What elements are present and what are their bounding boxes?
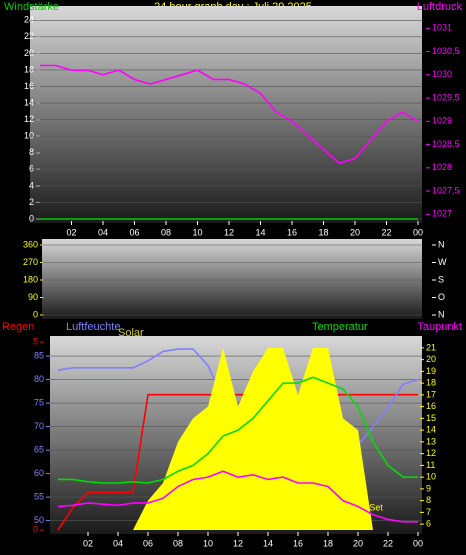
tick-label: 7 xyxy=(426,507,431,517)
tick-label: 0 xyxy=(29,213,34,223)
x-tick-label: 08 xyxy=(173,538,183,548)
series-label: Windstärke xyxy=(4,1,59,13)
tick-label: 12 xyxy=(24,114,34,124)
tick-label: 9 xyxy=(426,483,431,493)
tick-label: 20 xyxy=(426,354,436,364)
tick-label: 1027,5 xyxy=(432,185,460,195)
x-tick-label: 18 xyxy=(318,227,328,237)
series-label: Temperatur xyxy=(312,321,368,333)
tick-label: 75 xyxy=(34,397,44,407)
x-tick-label: 06 xyxy=(129,227,139,237)
x-tick-label: 16 xyxy=(293,538,303,548)
tick-label: 50 xyxy=(34,515,44,525)
tick-label: 22 xyxy=(24,31,34,41)
tick-label: 70 xyxy=(34,421,44,431)
tick-label: 1028,5 xyxy=(432,139,460,149)
series-label: Solar xyxy=(118,327,144,339)
line xyxy=(57,470,418,523)
tick-label: 0 xyxy=(33,524,38,534)
tick-label: 10 xyxy=(426,472,436,482)
tick-label: 14 xyxy=(24,97,34,107)
tick-label: N xyxy=(438,239,445,249)
tick-label: 1030 xyxy=(432,69,452,79)
tick-label: 65 xyxy=(34,444,44,454)
x-tick-label: 20 xyxy=(350,227,360,237)
x-tick-label: 16 xyxy=(287,227,297,237)
annotation: Set xyxy=(369,502,383,512)
tick-label: 16 xyxy=(426,401,436,411)
tick-label: 17 xyxy=(426,389,436,399)
tick-label: 18 xyxy=(24,64,34,74)
tick-label: 180 xyxy=(23,274,38,284)
tick-label: 85 xyxy=(34,350,44,360)
tick-label: 15 xyxy=(426,413,436,423)
tick-label: 20 xyxy=(24,48,34,58)
line xyxy=(57,393,418,531)
x-tick-label: 10 xyxy=(192,227,202,237)
x-tick-label: 10 xyxy=(203,538,213,548)
x-tick-label: 04 xyxy=(98,227,108,237)
area xyxy=(58,347,418,530)
tick-label: 1027 xyxy=(432,209,452,219)
series-label: Luftfeuchte xyxy=(66,321,120,333)
x-tick-label: 00 xyxy=(413,538,423,548)
tick-label: 5 xyxy=(33,336,38,346)
x-tick-label: 12 xyxy=(233,538,243,548)
tick-label: 1031 xyxy=(432,23,452,33)
tick-label: 14 xyxy=(426,425,436,435)
tick-label: 19 xyxy=(426,366,436,376)
series-label: Taupunkt xyxy=(417,321,462,333)
tick-label: 24 xyxy=(24,15,34,25)
x-tick-label: 14 xyxy=(263,538,273,548)
x-tick-label: 20 xyxy=(353,538,363,548)
tick-label: N xyxy=(438,309,445,319)
tick-label: 90 xyxy=(28,292,38,302)
tick-label: 1029,5 xyxy=(432,92,460,102)
tick-label: 12 xyxy=(426,448,436,458)
tick-label: 6 xyxy=(29,164,34,174)
x-tick-label: 08 xyxy=(161,227,171,237)
tick-label: 1029 xyxy=(432,116,452,126)
tick-label: 18 xyxy=(426,378,436,388)
tick-label: 21 xyxy=(426,342,436,352)
tick-label: 13 xyxy=(426,436,436,446)
tick-label: W xyxy=(438,257,447,267)
tick-label: 80 xyxy=(34,374,44,384)
tick-label: 0 xyxy=(33,309,38,319)
tick-label: 1030,5 xyxy=(432,46,460,56)
series-label: Regen xyxy=(2,321,34,333)
tick-label: O xyxy=(438,292,445,302)
tick-label: 10 xyxy=(24,131,34,141)
tick-label: 55 xyxy=(34,491,44,501)
line xyxy=(58,376,418,484)
tick-label: 2 xyxy=(29,197,34,207)
x-tick-label: 04 xyxy=(113,538,123,548)
tick-label: 11 xyxy=(426,460,435,470)
x-tick-label: 14 xyxy=(255,227,265,237)
x-tick-label: 18 xyxy=(323,538,333,548)
tick-label: 16 xyxy=(24,81,34,91)
tick-label: 4 xyxy=(29,180,34,190)
x-tick-label: 12 xyxy=(224,227,234,237)
tick-label: 360 xyxy=(23,239,38,249)
plot-background xyxy=(30,6,422,223)
line xyxy=(40,64,419,165)
x-tick-label: 06 xyxy=(143,538,153,548)
series-label: Luftdruck xyxy=(417,1,463,13)
tick-label: 8 xyxy=(29,147,34,157)
tick-label: 1028 xyxy=(432,162,452,172)
x-tick-label: 22 xyxy=(381,227,391,237)
tick-label: 6 xyxy=(426,519,431,529)
x-tick-label: 02 xyxy=(66,227,76,237)
x-tick-label: 22 xyxy=(383,538,393,548)
tick-label: 8 xyxy=(426,495,431,505)
x-tick-label: 02 xyxy=(83,538,93,548)
x-tick-label: 00 xyxy=(413,227,423,237)
tick-label: 270 xyxy=(23,257,38,267)
tick-label: 60 xyxy=(34,468,44,478)
tick-label: S xyxy=(438,274,444,284)
plot-background xyxy=(42,239,422,319)
